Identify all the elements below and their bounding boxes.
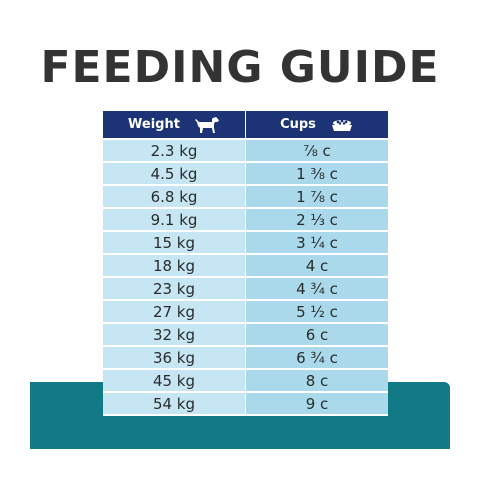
weight-cell: 27 kg bbox=[103, 301, 245, 322]
weight-cell: 15 kg bbox=[103, 232, 245, 253]
cups-cell: 8 c bbox=[246, 370, 388, 391]
weight-cell: 4.5 kg bbox=[103, 163, 245, 184]
weight-cell: 23 kg bbox=[103, 278, 245, 299]
cups-header: Cups bbox=[246, 111, 388, 138]
cups-header-label: Cups bbox=[280, 117, 316, 132]
weight-header-label: Weight bbox=[128, 117, 180, 132]
weight-cell: 32 kg bbox=[103, 324, 245, 345]
cups-cell: 2 ⅓ c bbox=[246, 209, 388, 230]
weight-cell: 2.3 kg bbox=[103, 140, 245, 161]
weight-cell: 54 kg bbox=[103, 393, 245, 414]
cups-cell: 6 c bbox=[246, 324, 388, 345]
cups-cell: 1 ⅞ c bbox=[246, 186, 388, 207]
dog-icon bbox=[194, 116, 220, 134]
cups-cell: 1 ⅜ c bbox=[246, 163, 388, 184]
cups-cell: ⅞ c bbox=[246, 140, 388, 161]
cups-cell: 4 c bbox=[246, 255, 388, 276]
cups-cell: 5 ½ c bbox=[246, 301, 388, 322]
food-bowl-icon bbox=[330, 117, 354, 133]
weight-header: Weight bbox=[103, 111, 245, 138]
weight-cell: 9.1 kg bbox=[103, 209, 245, 230]
weight-cell: 6.8 kg bbox=[103, 186, 245, 207]
cups-cell: 9 c bbox=[246, 393, 388, 414]
cups-cell: 3 ¼ c bbox=[246, 232, 388, 253]
weight-cell: 45 kg bbox=[103, 370, 245, 391]
feeding-table: Weight 2.3 kg 4.5 kg 6.8 kg 9.1 kg 15 kg 18 k… bbox=[103, 111, 388, 416]
weight-cell: 36 kg bbox=[103, 347, 245, 368]
page-title: FEEDING GUIDE bbox=[40, 42, 440, 93]
weight-cell: 18 kg bbox=[103, 255, 245, 276]
cups-cell: 4 ¾ c bbox=[246, 278, 388, 299]
weight-column: Weight 2.3 kg 4.5 kg 6.8 kg 9.1 kg 15 kg 18 k… bbox=[103, 111, 245, 416]
cups-cell: 6 ¾ c bbox=[246, 347, 388, 368]
